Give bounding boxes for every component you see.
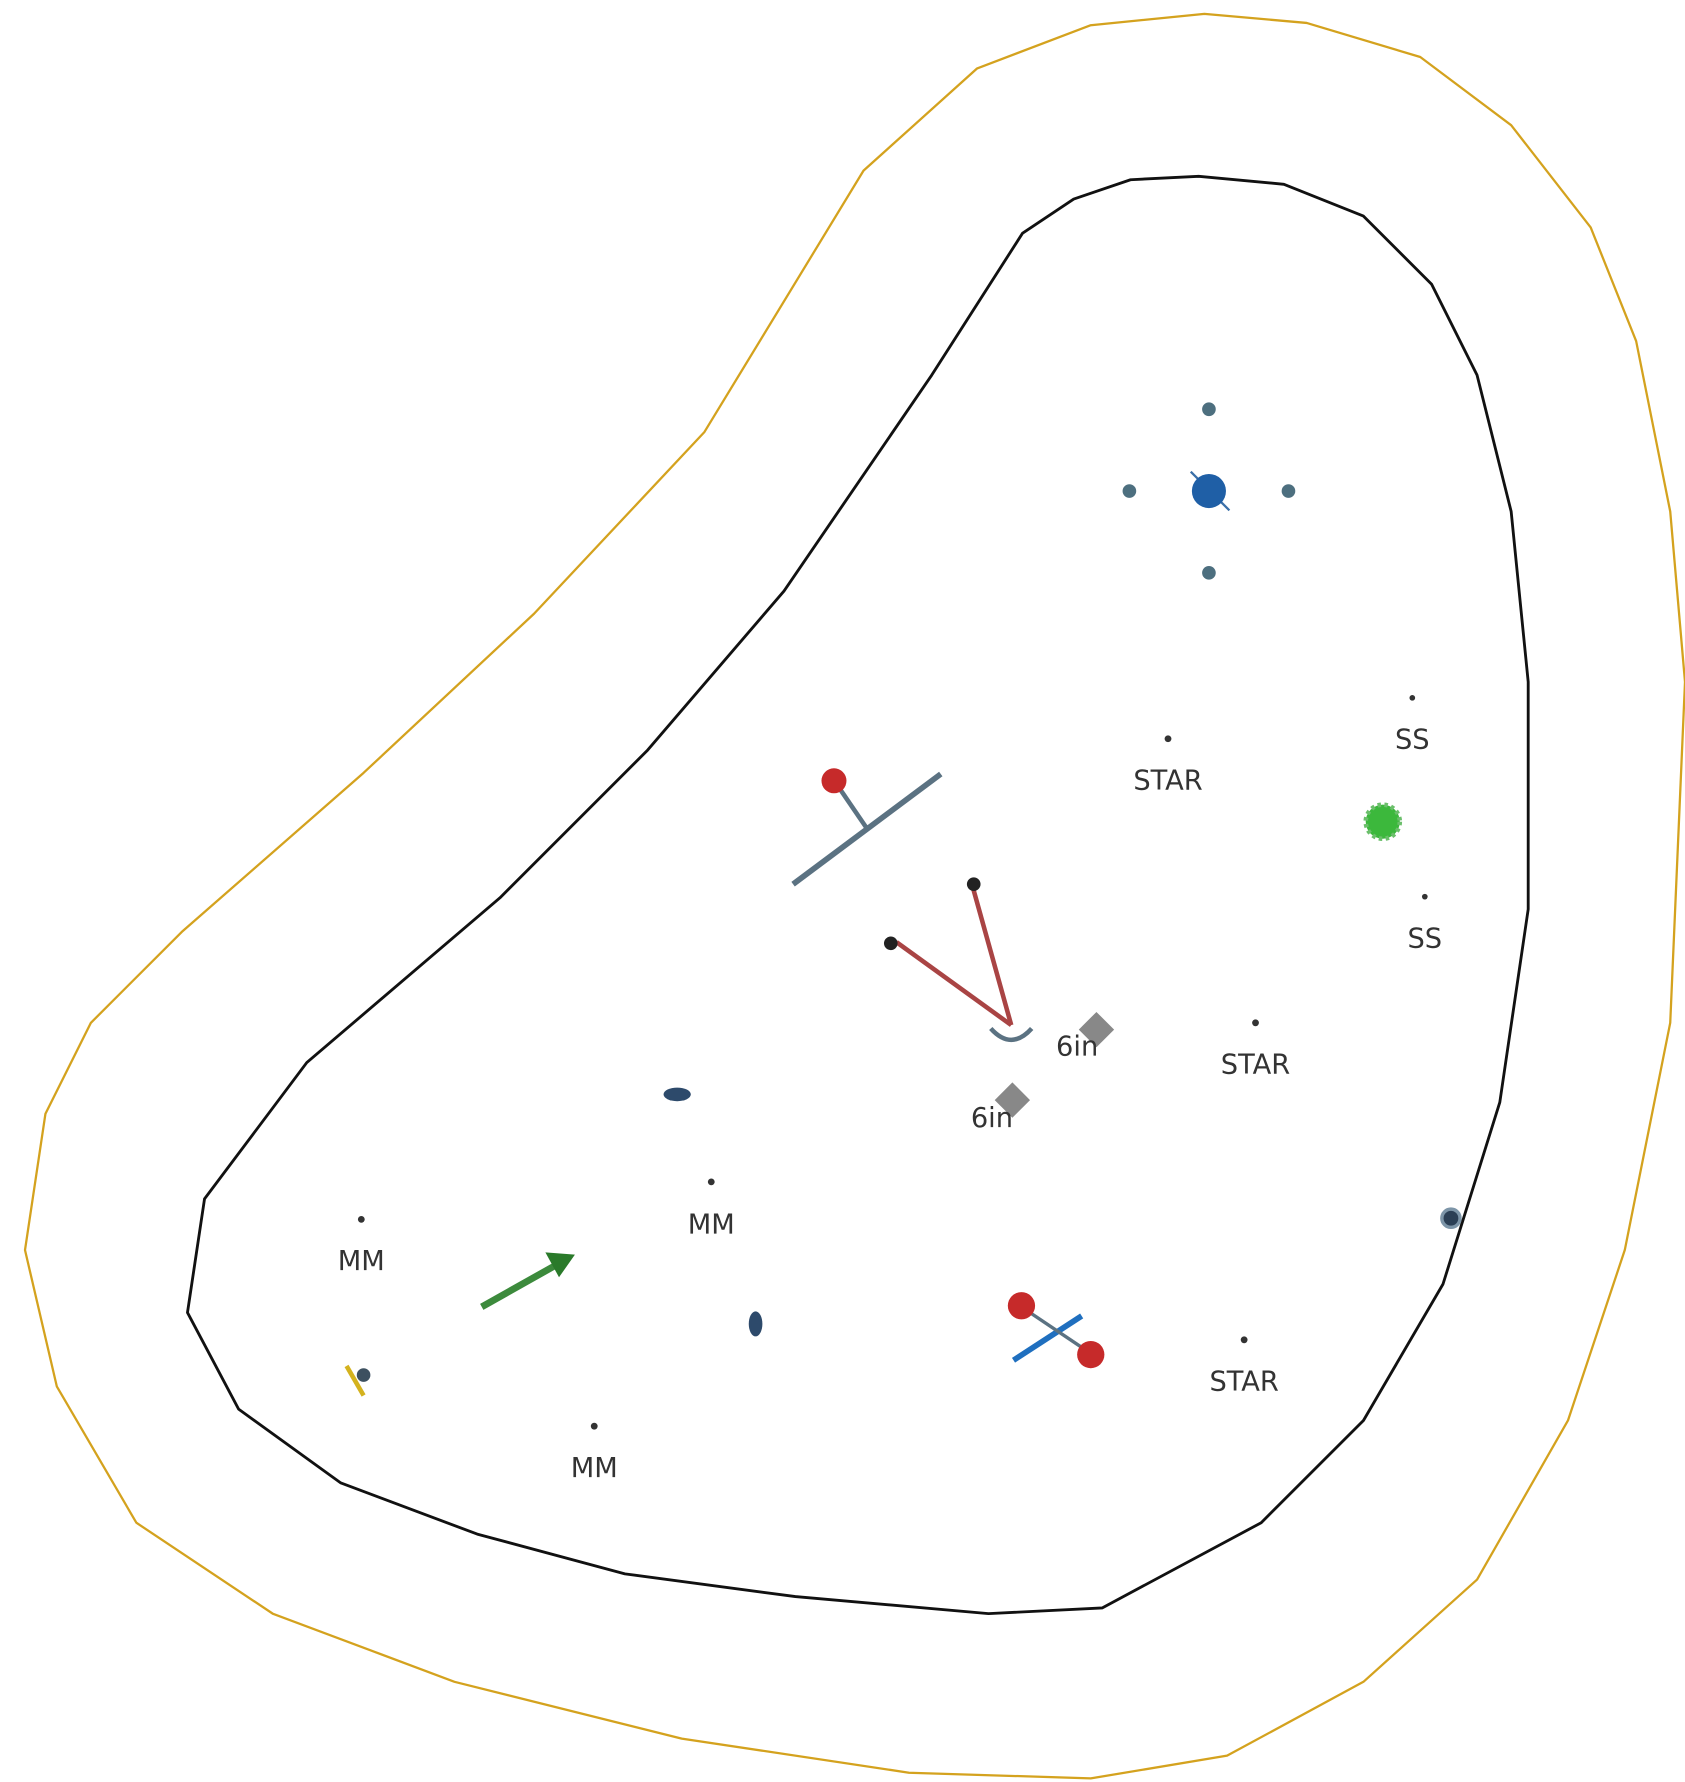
point-label: 6in: [971, 1103, 1013, 1134]
point-label: SS: [1395, 725, 1430, 756]
point-label: MM: [688, 1210, 735, 1241]
plane-icon: [344, 1364, 371, 1397]
inner-boundary: [186, 174, 1530, 1616]
small-icon: [748, 1311, 763, 1337]
point-label: 6in: [1056, 1031, 1098, 1062]
point-label: SS: [1408, 923, 1443, 954]
outer-boundary: [23, 12, 1685, 1780]
point-dots: [357, 695, 1428, 1430]
point-label: MM: [338, 1246, 385, 1277]
point-label: MM: [571, 1453, 618, 1484]
star-cluster-icon: [1122, 402, 1296, 580]
double-marker-icon: [1007, 1292, 1105, 1369]
anchor-icon: [883, 877, 1034, 1043]
point-label: STAR: [1133, 765, 1202, 796]
green-marker: [1363, 802, 1403, 842]
dark-marker: [1440, 1207, 1462, 1230]
point-label: STAR: [1221, 1049, 1290, 1080]
pole-icon: [791, 768, 943, 887]
arrow-icon: [480, 1252, 575, 1310]
point-label: STAR: [1209, 1366, 1278, 1397]
small-icon: [663, 1087, 691, 1102]
